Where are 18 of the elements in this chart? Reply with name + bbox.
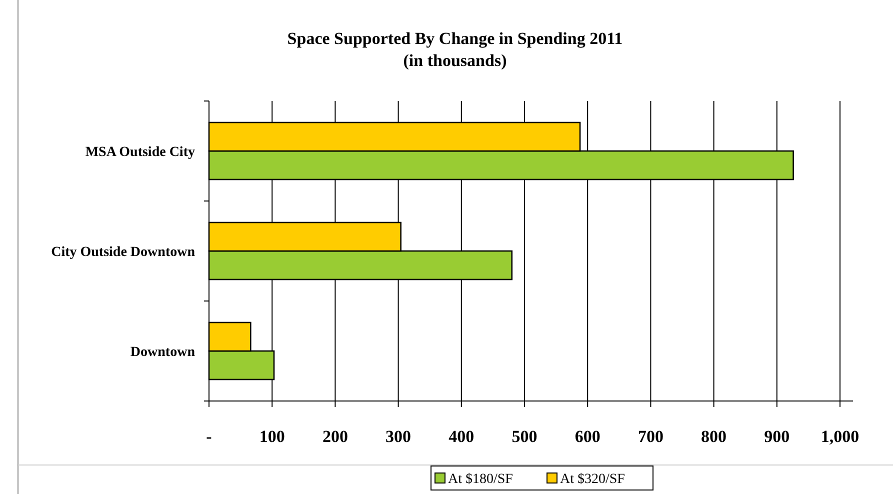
x-tick-label: 200: [322, 427, 348, 446]
x-tick-label: -: [206, 427, 212, 446]
x-tick-label: 900: [764, 427, 790, 446]
chart-subtitle: (in thousands): [403, 51, 507, 70]
x-tick-label: 500: [512, 427, 538, 446]
x-tick-label: 800: [701, 427, 727, 446]
x-tick-label: 600: [574, 427, 600, 446]
y-tick-label: Downtown: [130, 345, 196, 360]
x-tick-label: 1,000: [820, 427, 860, 446]
legend-label: At $180/SF: [448, 472, 514, 487]
x-tick-label: 400: [448, 427, 474, 446]
y-tick-label: City Outside Downtown: [51, 245, 196, 260]
x-tick-label: 100: [259, 427, 285, 446]
legend-label: At $320/SF: [560, 472, 626, 487]
chart-title: Space Supported By Change in Spending 2011: [287, 29, 623, 48]
y-tick-label: MSA Outside City: [85, 145, 195, 160]
x-tick-label: 700: [638, 427, 664, 446]
x-tick-label: 300: [386, 427, 412, 446]
